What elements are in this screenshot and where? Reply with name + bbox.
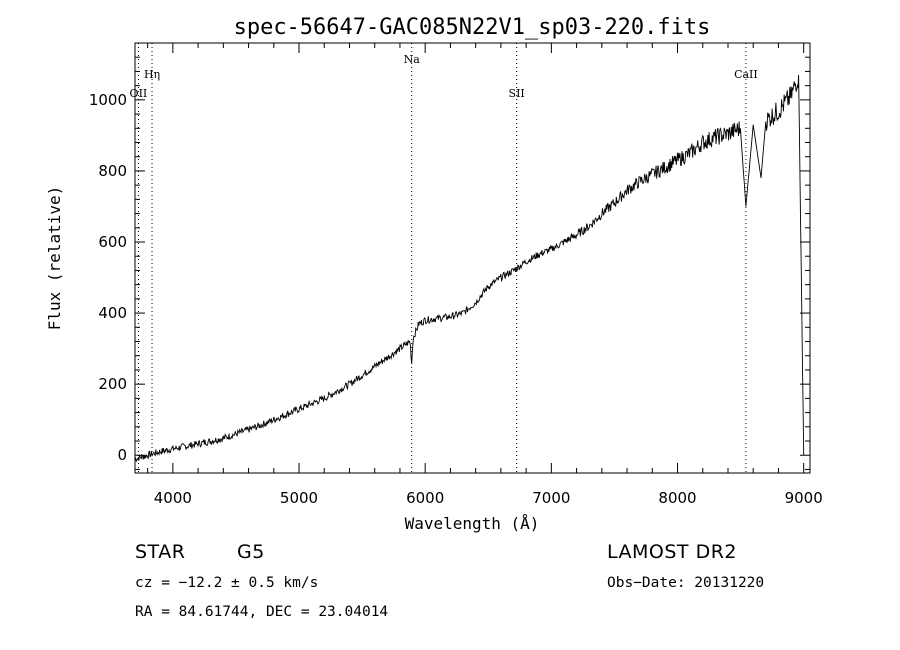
x-axis-label: Wavelength (Å) [405, 514, 540, 533]
x-tick-label-3: 7000 [532, 489, 570, 507]
survey-name: LAMOST DR2 [607, 541, 737, 563]
obs-date: Obs−Date: 20131220 [607, 575, 765, 591]
x-tick-label-0: 4000 [154, 489, 192, 507]
axis-ticks: 4000 5000 6000 7000 8000 9000 0 200 400 600 800 100… [89, 42, 823, 507]
y-axis-label: Flux (relative) [45, 186, 64, 331]
plot-area: Hη OII Na SII CaII [130, 43, 805, 473]
plot-frame [134, 42, 811, 474]
coordinates: RA = 84.61744, DEC = 23.04014 [135, 604, 389, 620]
marker-label-4: CaII [734, 68, 758, 81]
y-tick-label-3: 600 [98, 233, 127, 251]
object-class: STAR [135, 541, 186, 563]
marker-label-1: OII [130, 87, 148, 100]
marker-label-2: Na [404, 53, 421, 66]
x-tick-label-2: 6000 [406, 489, 444, 507]
y-tick-label-1: 200 [98, 375, 127, 393]
marker-label-0: Hη [144, 68, 160, 81]
y-tick-label-2: 400 [98, 304, 127, 322]
y-tick-label-5: 1000 [89, 91, 127, 109]
object-subclass: G5 [237, 541, 265, 563]
chart-title: spec-56647-GAC085N22V1_sp03-220.fits [234, 15, 711, 40]
redshift-value: cz = −12.2 ± 0.5 km/s [135, 575, 319, 591]
marker-label-3: SII [509, 87, 525, 100]
y-tick-label-4: 800 [98, 162, 127, 180]
x-tick-label-5: 9000 [785, 489, 823, 507]
x-tick-label-4: 8000 [658, 489, 696, 507]
spectrum-line [134, 74, 805, 463]
y-tick-label-0: 0 [117, 446, 127, 464]
x-tick-label-1: 5000 [280, 489, 318, 507]
